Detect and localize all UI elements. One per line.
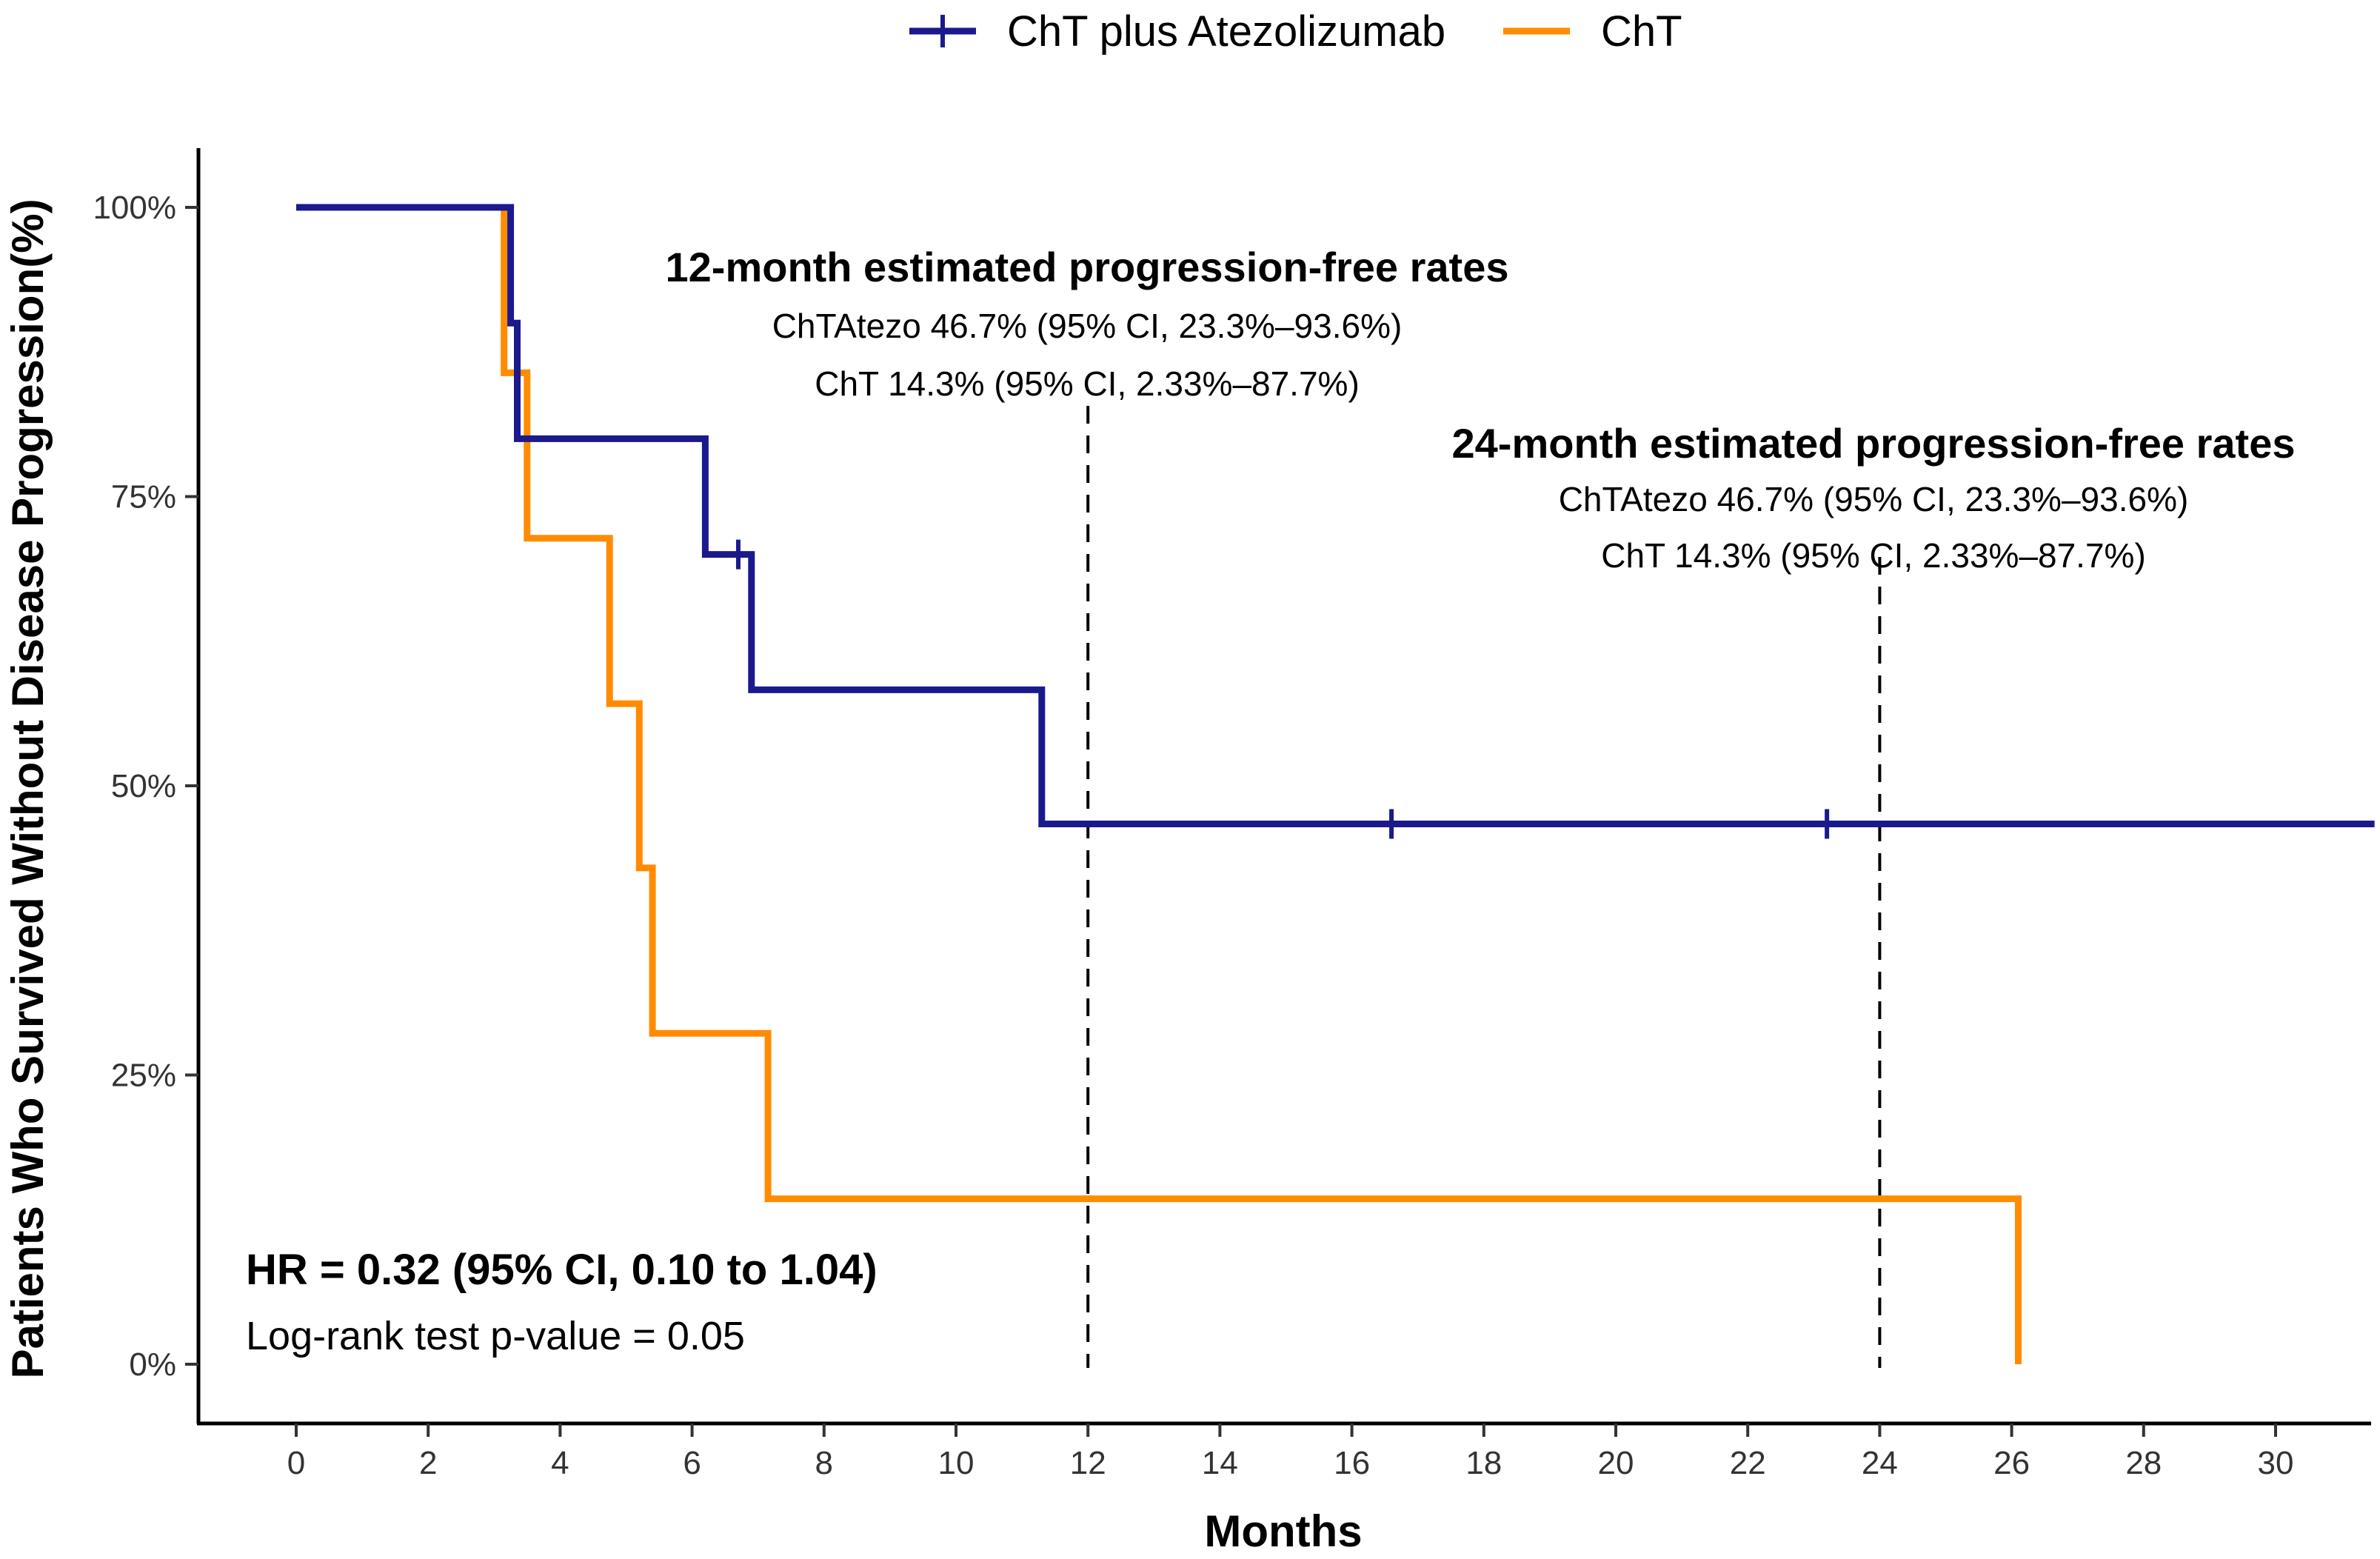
x-tick-label: 24	[1862, 1445, 1898, 1481]
x-tick-label: 14	[1202, 1445, 1238, 1481]
hazard-ratio-text: HR = 0.32 (95% CI, 0.10 to 1.04)	[246, 1246, 878, 1294]
y-tick-label: 25%	[111, 1058, 176, 1094]
legend: ChT plus Atezolizumab ChT	[909, 7, 1682, 56]
annotation-24-atezo: ChTAtezo 46.7% (95% CI, 23.3%–93.6%)	[1559, 480, 2189, 518]
x-axis-title: Months	[1204, 1506, 1362, 1556]
y-tick-label: 50%	[111, 768, 176, 804]
annotation-12-cht: ChT 14.3% (95% CI, 2.33%–87.7%)	[815, 364, 1360, 403]
x-tick-label: 10	[938, 1445, 975, 1481]
x-tick-label: 28	[2125, 1445, 2162, 1481]
x-tick-label: 6	[683, 1445, 701, 1481]
x-tick-label: 16	[1334, 1445, 1370, 1481]
reference-lines	[1086, 406, 1882, 1368]
series-layer	[296, 204, 2375, 1364]
annotation-12-month: 12-month estimated progression-free rate…	[666, 244, 1509, 403]
x-tick-label: 12	[1070, 1445, 1106, 1481]
x-tick-label: 18	[1465, 1445, 1502, 1481]
y-tick-label: 75%	[111, 479, 176, 515]
x-tick-label: 26	[1993, 1445, 2030, 1481]
annotation-12-atezo: ChTAtezo 46.7% (95% CI, 23.3%–93.6%)	[772, 307, 1403, 345]
y-ticks: 0% 25% 50% 75% 100%	[93, 190, 198, 1383]
series-line-cht	[296, 204, 2022, 1364]
annotation-24-month: 24-month estimated progression-free rate…	[1452, 420, 2296, 575]
legend-label-atezo: ChT plus Atezolizumab	[1007, 7, 1445, 56]
legend-label-cht: ChT	[1601, 7, 1682, 56]
x-tick-label: 4	[551, 1445, 569, 1481]
x-tick-label: 20	[1598, 1445, 1634, 1481]
series-line-atezo	[296, 204, 2375, 827]
annotation-24-title: 24-month estimated progression-free rate…	[1452, 420, 2296, 467]
y-tick-label: 100%	[93, 190, 176, 226]
logrank-text: Log-rank test p-value = 0.05	[246, 1314, 745, 1358]
annotation-24-cht: ChT 14.3% (95% CI, 2.33%–87.7%)	[1601, 536, 2146, 575]
x-tick-label: 0	[287, 1445, 305, 1481]
x-tick-label: 30	[2258, 1445, 2294, 1481]
y-axis-title: Patients Who Survived Without Disease Pr…	[3, 198, 53, 1378]
y-tick-label: 0%	[129, 1346, 176, 1383]
annotation-12-title: 12-month estimated progression-free rate…	[666, 244, 1509, 290]
x-tick-label: 8	[815, 1445, 833, 1481]
x-tick-label: 22	[1730, 1445, 1766, 1481]
x-ticks: 0 2 4 6 8 10 12 14 16 18 20 22 24 26 28 30	[287, 1423, 2294, 1481]
x-tick-label: 2	[419, 1445, 437, 1481]
hazard-ratio-annotation: HR = 0.32 (95% CI, 0.10 to 1.04) Log-ran…	[246, 1246, 878, 1358]
